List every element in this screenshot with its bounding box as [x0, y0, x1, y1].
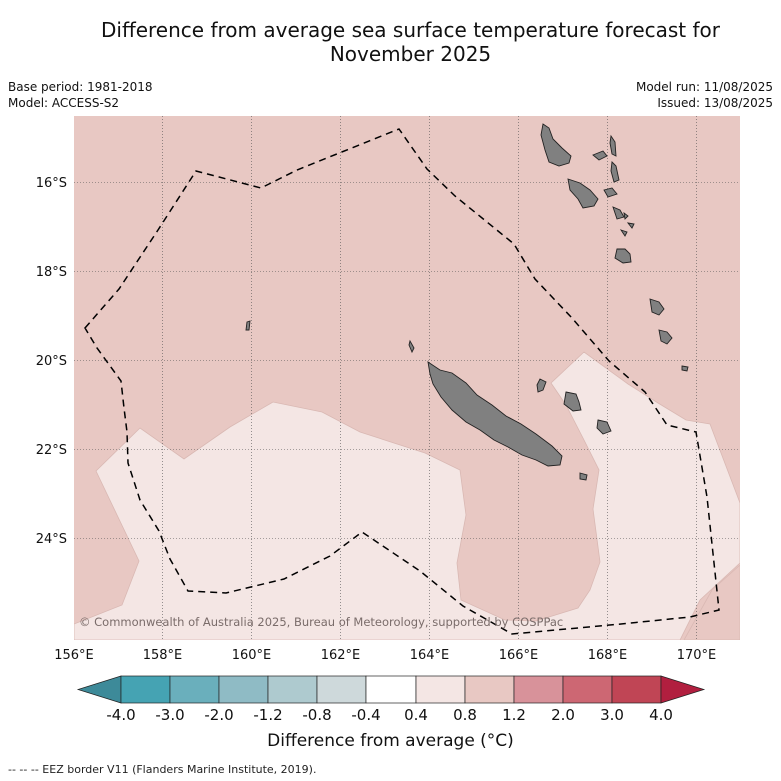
- colorbar-bin-9: [513, 675, 564, 704]
- colorbar-bin-6: [365, 675, 417, 704]
- lon-tick-164e: 164°E: [410, 648, 450, 663]
- colorbar-tick-labels: -4.0 -3.0 -2.0 -1.2 -0.8 -0.4 0.4 0.8 1.…: [106, 706, 673, 724]
- colorbar-bin-2: [169, 675, 220, 704]
- colorbar-tick: 1.2: [502, 706, 526, 724]
- title-line-1: Difference from average sea surface temp…: [100, 18, 720, 42]
- colorbar-tick: 3.0: [600, 706, 624, 724]
- anomaly-band-04-08-west: [74, 351, 740, 640]
- colorbar-tick: 4.0: [649, 706, 673, 724]
- lon-tick-170e: 170°E: [677, 648, 717, 663]
- lon-tick-168e: 168°E: [588, 648, 628, 663]
- colorbar: [76, 675, 706, 704]
- graticule: [74, 116, 740, 640]
- colorbar-tick: -2.0: [204, 706, 233, 724]
- chart-title: Difference from average sea surface temp…: [0, 18, 781, 66]
- colorbar-bin-5: [316, 675, 367, 704]
- colorbar-bin-1: [120, 675, 171, 704]
- copyright-text: © Commonwealth of Australia 2025, Bureau…: [79, 615, 563, 629]
- vanuatu-island: [540, 123, 572, 167]
- lat-tick-labels: 16°S 18°S 20°S 22°S 24°S: [36, 176, 67, 547]
- lat-tick-18s: 18°S: [36, 265, 67, 280]
- colorbar-title: Difference from average (°C): [267, 731, 514, 751]
- lon-tick-162e: 162°E: [321, 648, 361, 663]
- lat-tick-24s: 24°S: [36, 532, 67, 547]
- lon-tick-156e: 156°E: [54, 648, 94, 663]
- colorbar-tick: -1.2: [253, 706, 282, 724]
- colorbar-bin-11: [611, 675, 662, 704]
- colorbar-bin-10: [562, 675, 613, 704]
- colorbar-tick: -3.0: [155, 706, 184, 724]
- issued-text: Issued: 13/08/2025: [657, 96, 773, 110]
- colorbar-tick: -0.4: [351, 706, 380, 724]
- land-masses: [245, 123, 689, 481]
- colorbar-extend-low: [76, 675, 122, 704]
- lat-tick-20s: 20°S: [36, 354, 67, 369]
- colorbar-tick: -0.8: [302, 706, 331, 724]
- lat-tick-16s: 16°S: [36, 176, 67, 191]
- meta-right: Model run: 11/08/2025 Issued: 13/08/2025: [636, 79, 773, 111]
- map-area: [74, 116, 740, 640]
- colorbar-tick: 0.8: [453, 706, 477, 724]
- colorbar-bin-3: [218, 675, 269, 704]
- model-text: Model: ACCESS-S2: [8, 96, 120, 110]
- lon-tick-158e: 158°E: [143, 648, 183, 663]
- title-line-2: November 2025: [329, 42, 492, 66]
- new-caledonia-island: [427, 361, 563, 467]
- base-period-text: Base period: 1981-2018: [8, 80, 153, 94]
- model-run-text: Model run: 11/08/2025: [635, 80, 773, 94]
- lon-tick-labels: 156°E 158°E 160°E 162°E 164°E 166°E 168°…: [54, 648, 716, 663]
- colorbar-bin-7: [415, 675, 466, 704]
- colorbar-tick: 0.4: [404, 706, 428, 724]
- colorbar-tick: -4.0: [106, 706, 135, 724]
- eez-footnote: -- -- -- EEZ border V11 (Flanders Marine…: [8, 763, 317, 776]
- lat-tick-22s: 22°S: [36, 443, 67, 458]
- colorbar-bin-4: [267, 675, 318, 704]
- colorbar-bin-8: [464, 675, 515, 704]
- eez-border: [84, 128, 720, 635]
- anomaly-band-08-12-southeast: [683, 564, 740, 640]
- lon-tick-166e: 166°E: [499, 648, 539, 663]
- colorbar-extend-high: [660, 675, 706, 704]
- meta-left: Base period: 1981-2018 Model: ACCESS-S2: [8, 79, 153, 111]
- colorbar-tick: 2.0: [551, 706, 575, 724]
- lon-tick-160e: 160°E: [232, 648, 272, 663]
